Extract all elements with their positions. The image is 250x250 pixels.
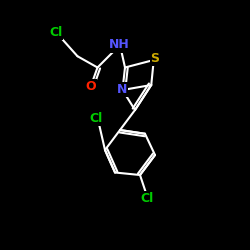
Text: NH: NH	[109, 38, 130, 52]
Text: S: S	[150, 52, 160, 64]
Text: O: O	[85, 80, 96, 93]
Text: Cl: Cl	[49, 26, 62, 38]
Text: Cl: Cl	[140, 192, 153, 204]
Text: Cl: Cl	[90, 112, 103, 124]
Text: N: N	[117, 83, 127, 96]
